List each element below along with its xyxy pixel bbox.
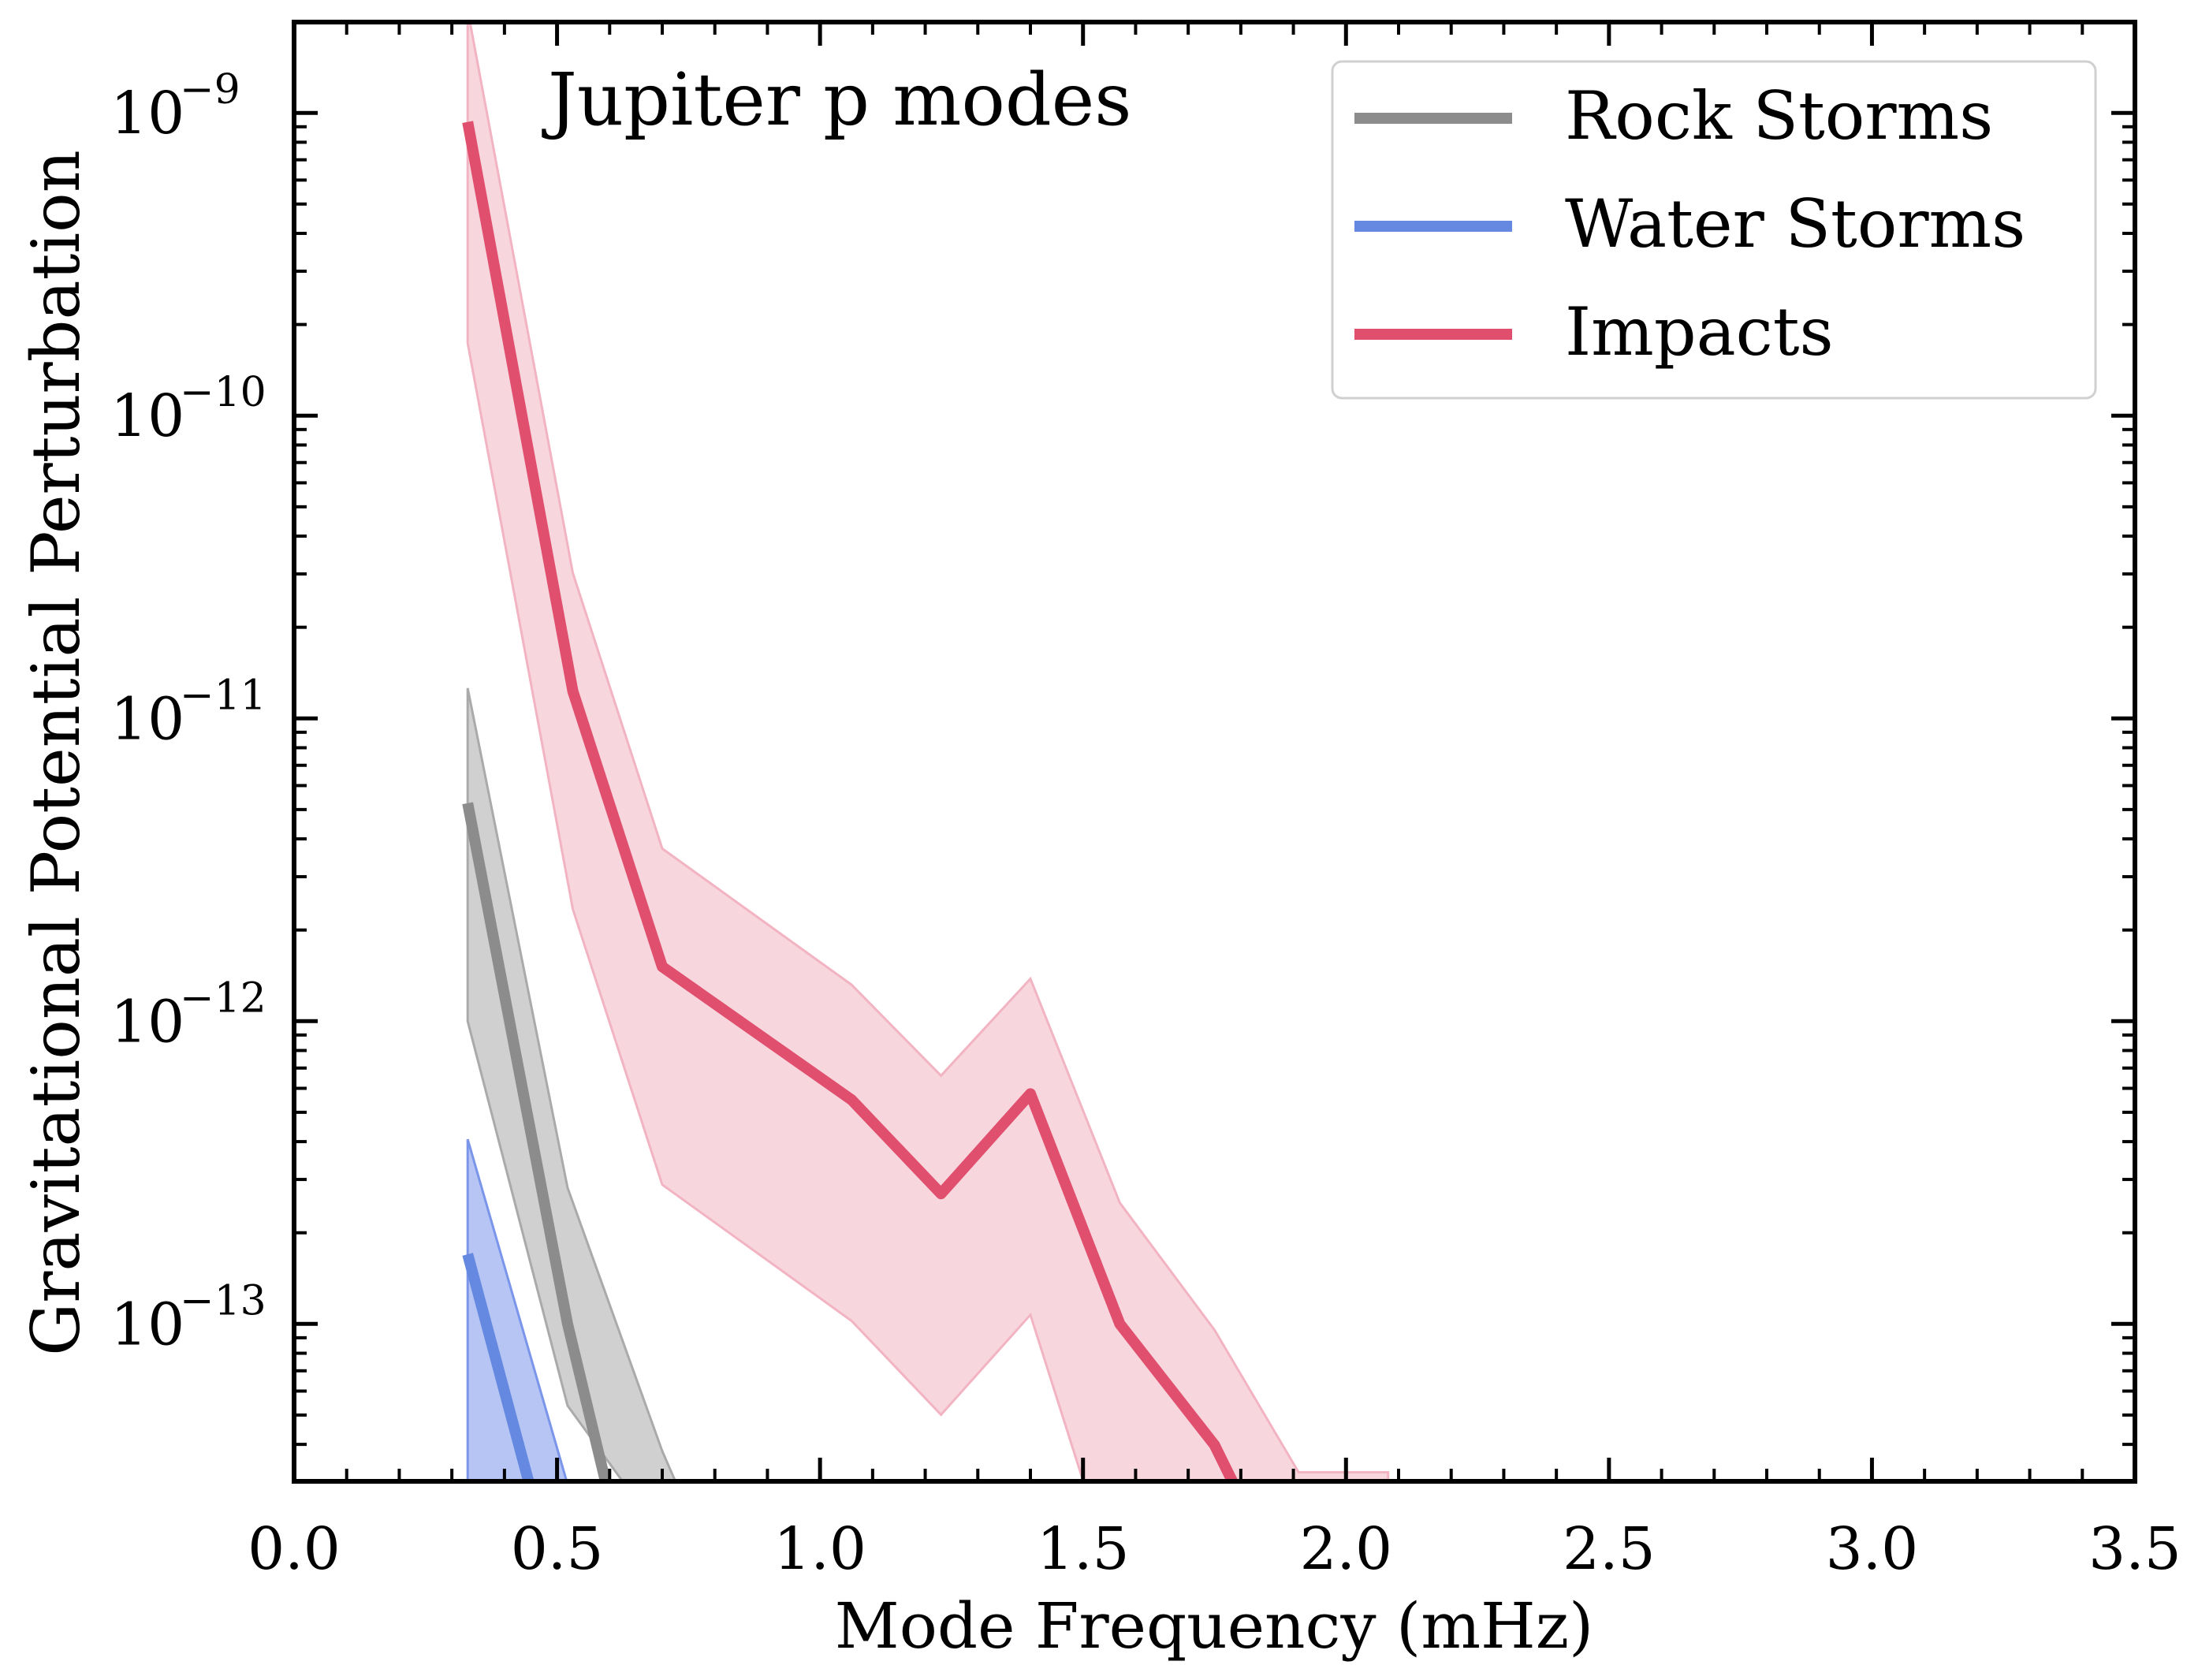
x-tick-label: 1.0 xyxy=(773,1515,866,1583)
plot-frame xyxy=(292,20,2137,1484)
impacts-legend-label: Impacts xyxy=(1565,293,1834,371)
series-lines xyxy=(462,121,1239,1481)
x-axis-label: Mode Frequency (mHz) xyxy=(835,1589,1593,1663)
x-tick-label: 0.0 xyxy=(248,1515,341,1583)
impacts-band xyxy=(466,22,1390,1481)
y-tick-label-base: 10 xyxy=(110,988,184,1056)
legend: Rock Storms Water Storms Impacts xyxy=(1331,60,2097,400)
rock-storms-line xyxy=(462,802,612,1481)
y-tick-label-base: 10 xyxy=(110,382,184,450)
x-tick-label: 0.5 xyxy=(511,1515,604,1583)
y-axis-label: Gravitational Potential Perturbation xyxy=(17,150,95,1356)
x-tick-label: 2.0 xyxy=(1299,1515,1392,1583)
legend-frame xyxy=(1331,60,2097,400)
y-tick-label-exponent: −9 xyxy=(180,66,240,114)
rock-storms-legend-label: Rock Storms xyxy=(1565,77,1993,155)
chart-title: Jupiter p modes xyxy=(542,58,1131,142)
y-tick-label-base: 10 xyxy=(110,685,184,753)
x-tick-label: 2.5 xyxy=(1563,1515,1656,1583)
x-tick-label: 1.5 xyxy=(1037,1515,1130,1583)
x-tick-label: 3.5 xyxy=(2088,1515,2181,1583)
impacts-line xyxy=(462,121,1239,1481)
x-tick-label: 3.0 xyxy=(1826,1515,1919,1583)
y-tick-label-base: 10 xyxy=(110,1291,184,1358)
y-tick-label-exponent: −13 xyxy=(180,1277,266,1324)
y-tick-label-base: 10 xyxy=(110,80,184,147)
water-storms-line xyxy=(462,1253,535,1481)
water-storms-legend-label: Water Storms xyxy=(1565,185,2025,263)
y-tick-label-exponent: −10 xyxy=(180,369,266,416)
y-tick-label-exponent: −11 xyxy=(180,672,266,719)
confidence-bands xyxy=(466,22,1390,1481)
y-tick-label-exponent: −12 xyxy=(180,974,266,1022)
water-storms-band xyxy=(466,1138,664,1481)
